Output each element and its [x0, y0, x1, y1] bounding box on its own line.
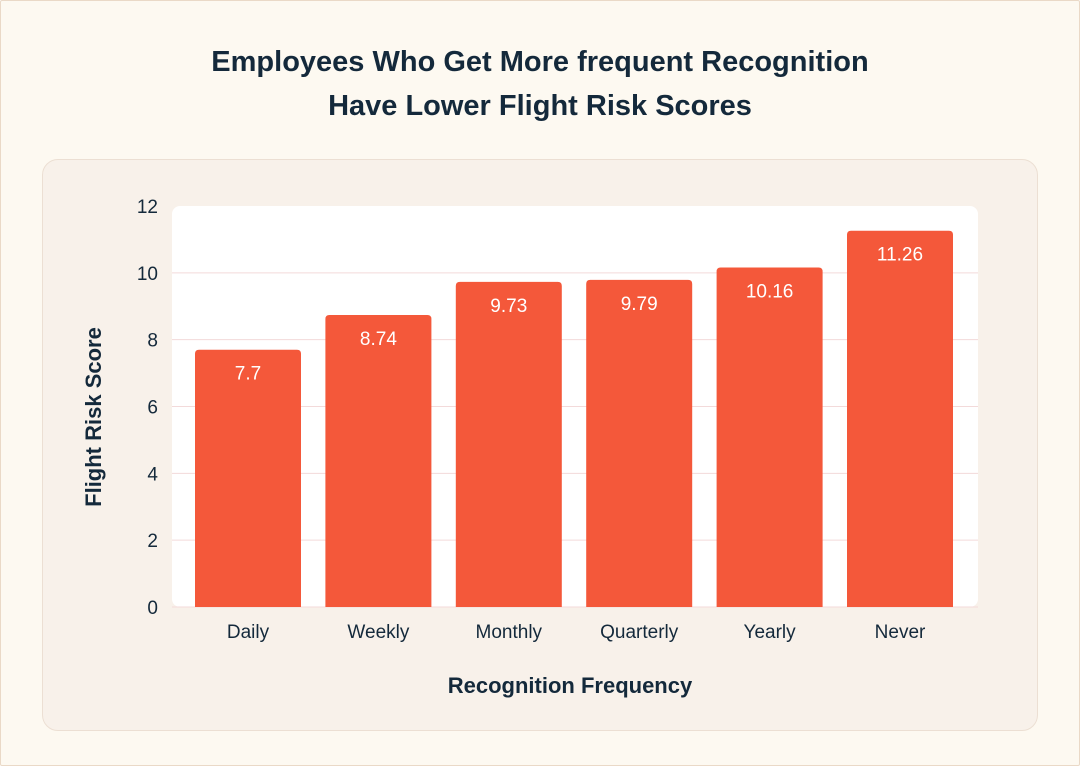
x-tick-label: Weekly	[347, 622, 409, 643]
bar-yearly	[716, 267, 823, 607]
y-tick-label: 2	[147, 531, 158, 552]
bar-value-label: 7.7	[235, 364, 261, 385]
gridlines	[172, 272, 978, 608]
x-tick-label: Daily	[227, 622, 270, 643]
chart-title-line-1: Employees Who Get More frequent Recognit…	[211, 46, 869, 78]
y-axis-ticks: 0 2 4 6 8 10 12	[137, 197, 159, 619]
y-tick-label: 12	[137, 197, 158, 218]
bar-daily	[195, 349, 301, 607]
x-tick-label: Never	[875, 622, 926, 643]
bar-never	[847, 230, 953, 607]
bar-monthly	[455, 281, 562, 607]
y-tick-label: 0	[147, 598, 158, 619]
bar-value-label: 9.79	[621, 294, 658, 315]
bar-value-label: 10.16	[746, 281, 794, 302]
chart-title-line-2: Have Lower Flight Risk Scores	[328, 90, 752, 122]
chart-title: Employees Who Get More frequent Recognit…	[0, 40, 1080, 128]
x-axis-title: Recognition Frequency	[448, 673, 693, 698]
bar-value-label: 11.26	[877, 245, 923, 266]
bar-value-label: 8.74	[360, 329, 397, 350]
y-tick-label: 6	[147, 398, 158, 419]
y-axis-title: Flight Risk Score	[81, 327, 106, 507]
bar-value-label: 9.73	[490, 296, 527, 317]
bar-quarterly	[586, 279, 693, 607]
bars: 7.7 8.74 9.73 9.79 10.16 11.26	[195, 230, 953, 607]
x-tick-label: Yearly	[744, 622, 797, 643]
x-tick-label: Monthly	[476, 622, 543, 643]
y-tick-label: 8	[147, 331, 158, 352]
x-axis-ticks: Daily Weekly Monthly Quarterly Yearly Never	[227, 622, 926, 643]
y-tick-label: 10	[137, 264, 158, 285]
bar-weekly	[325, 314, 432, 607]
x-tick-label: Quarterly	[600, 622, 679, 643]
y-tick-label: 4	[147, 464, 158, 485]
